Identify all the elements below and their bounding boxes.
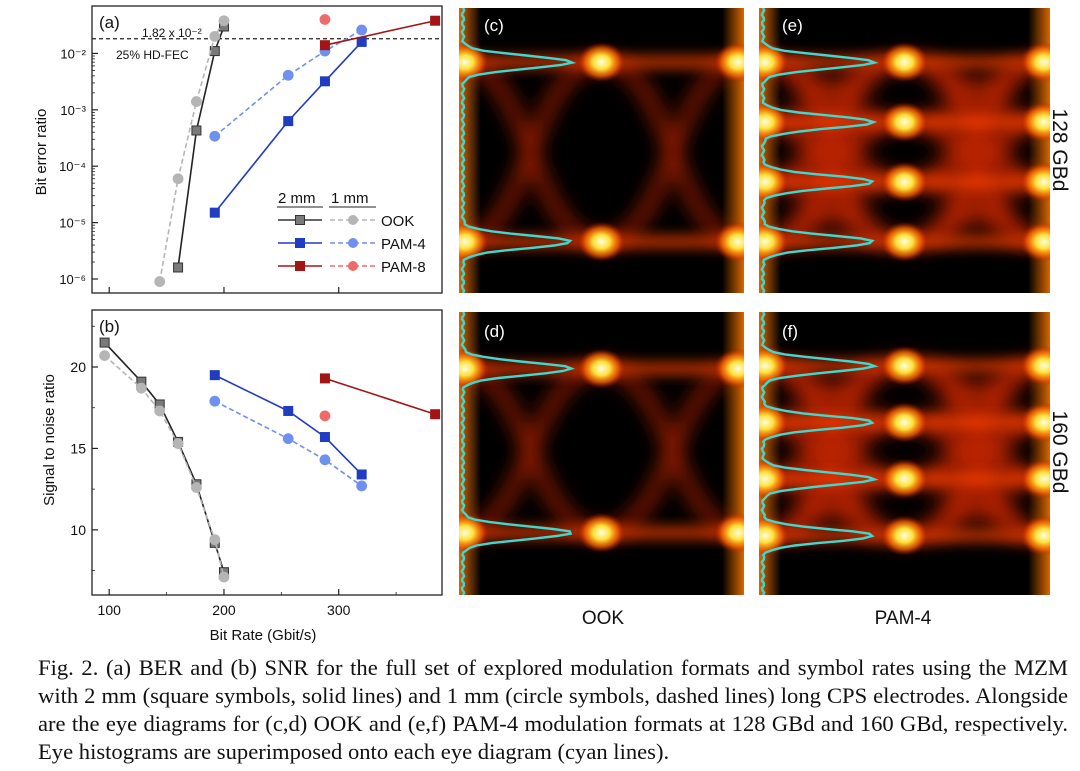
panel-b-frame	[91, 309, 443, 596]
a-ytick-label: 10⁻⁵	[59, 216, 86, 231]
square-marker	[209, 370, 220, 381]
legend-circle-marker	[348, 261, 358, 271]
square-marker	[191, 125, 202, 136]
circle-marker	[209, 534, 221, 546]
figure-caption: Fig. 2. (a) BER and (b) SNR for the full…	[38, 655, 1068, 764]
panel-c-label: (c)	[484, 16, 504, 35]
square-marker	[319, 76, 330, 87]
circle-marker	[218, 571, 230, 583]
square-marker	[356, 36, 367, 47]
panel-a-ylabel: Bit error ratio	[33, 109, 50, 196]
b-ytick-label: 15	[70, 440, 86, 456]
eye-diagram-f	[759, 312, 1050, 595]
b-ytick-label: 20	[70, 359, 86, 375]
hdfec-value-label: 1.82 x 10⁻²	[142, 26, 202, 40]
circle-marker	[99, 350, 111, 362]
legend-header-1mm: 1 mm	[331, 190, 369, 207]
circle-marker	[282, 433, 294, 445]
a-ytick-label: 10⁻⁴	[59, 159, 86, 174]
panel-b-xlabel: Bit Rate (Gbit/s)	[210, 627, 317, 644]
panel-a-label: (a)	[99, 13, 120, 32]
row-label-128: 128 GBd	[1048, 109, 1071, 192]
circle-marker	[319, 410, 331, 422]
eye-diagram-d	[459, 312, 744, 595]
series-line	[324, 377, 436, 415]
square-marker	[319, 40, 330, 51]
panel-a-series	[154, 14, 441, 287]
square-marker	[430, 409, 441, 420]
a-ytick-label: 10⁻²	[60, 46, 86, 61]
legend-entry-pam8: PAM-8	[381, 259, 426, 276]
legend-square-marker	[295, 261, 305, 271]
legend-square-marker	[295, 215, 305, 225]
eye-histogram-curve	[460, 312, 576, 595]
square-marker	[173, 262, 184, 273]
panel-a-ticks: 10⁻⁶ 10⁻⁵ 10⁻⁴ 10⁻³ 10⁻²	[59, 46, 340, 293]
b-xtick-label: 100	[98, 602, 122, 618]
panel-f-label: (f)	[782, 322, 798, 341]
panel-e-label: (e)	[782, 16, 803, 35]
circle-marker	[135, 382, 147, 394]
eye-histogram-curve	[760, 312, 879, 595]
circle-marker	[154, 276, 166, 287]
square-marker	[99, 337, 110, 348]
eye-histogram-curve	[760, 8, 879, 293]
legend-entry-pam4: PAM-4	[381, 236, 426, 253]
legend: 2 mm 1 mm OOK PAM-4 PAM-8	[277, 190, 426, 276]
circle-marker	[282, 69, 294, 81]
square-marker	[430, 15, 441, 26]
legend-circle-marker	[348, 238, 358, 248]
b-xtick-label: 200	[212, 602, 236, 618]
series-line	[158, 20, 225, 282]
circle-marker	[356, 24, 368, 36]
legend-square-marker	[295, 238, 305, 248]
panel-a-frame	[91, 5, 443, 294]
square-marker	[283, 405, 294, 416]
row-label-160: 160 GBd	[1048, 411, 1071, 494]
legend-entry-ook: OOK	[381, 213, 414, 230]
circle-marker	[209, 130, 221, 142]
circle-marker	[319, 14, 331, 25]
panel-b-series	[99, 337, 441, 583]
square-marker	[283, 116, 294, 127]
circle-marker	[218, 15, 230, 27]
circle-marker	[154, 405, 166, 417]
square-marker	[209, 46, 220, 57]
circle-marker	[172, 173, 184, 185]
eye-diagram-e	[759, 8, 1050, 293]
circle-marker	[172, 438, 184, 449]
panel-b-ticks: 10 15 20 100 200 300	[70, 325, 397, 618]
a-ytick-label: 10⁻⁶	[59, 272, 86, 287]
series-line	[214, 400, 363, 487]
circle-marker	[191, 96, 202, 107]
b-xtick-label: 300	[327, 602, 351, 618]
eye-histogram-curve	[460, 8, 577, 293]
circle-marker	[356, 480, 368, 492]
panel-d-label: (d)	[484, 322, 505, 341]
square-marker	[356, 469, 367, 480]
a-ytick-label: 10⁻³	[60, 103, 86, 118]
column-label-ook: OOK	[582, 608, 625, 629]
hdfec-name-label: 25% HD-FEC	[116, 48, 189, 62]
panel-b-label: (b)	[99, 317, 120, 336]
circle-marker	[319, 454, 331, 466]
legend-header-2mm: 2 mm	[278, 190, 316, 207]
eye-diagram-c	[459, 8, 744, 293]
figure: 10⁻⁶ 10⁻⁵ 10⁻⁴ 10⁻³ 10⁻² 1.82 x 10⁻² 25% HD-…	[33, 5, 1071, 644]
series-line	[214, 41, 363, 214]
square-marker	[319, 432, 330, 443]
series-line	[214, 374, 363, 476]
panel-b-ylabel: Signal to noise ratio	[41, 374, 58, 506]
b-ytick-label: 10	[70, 522, 86, 538]
circle-marker	[209, 31, 221, 42]
circle-marker	[191, 482, 202, 493]
legend-circle-marker	[348, 215, 358, 225]
square-marker	[319, 373, 330, 384]
square-marker	[209, 207, 220, 218]
series-line	[324, 19, 436, 46]
circle-marker	[209, 395, 221, 407]
column-label-pam4: PAM-4	[875, 608, 932, 629]
